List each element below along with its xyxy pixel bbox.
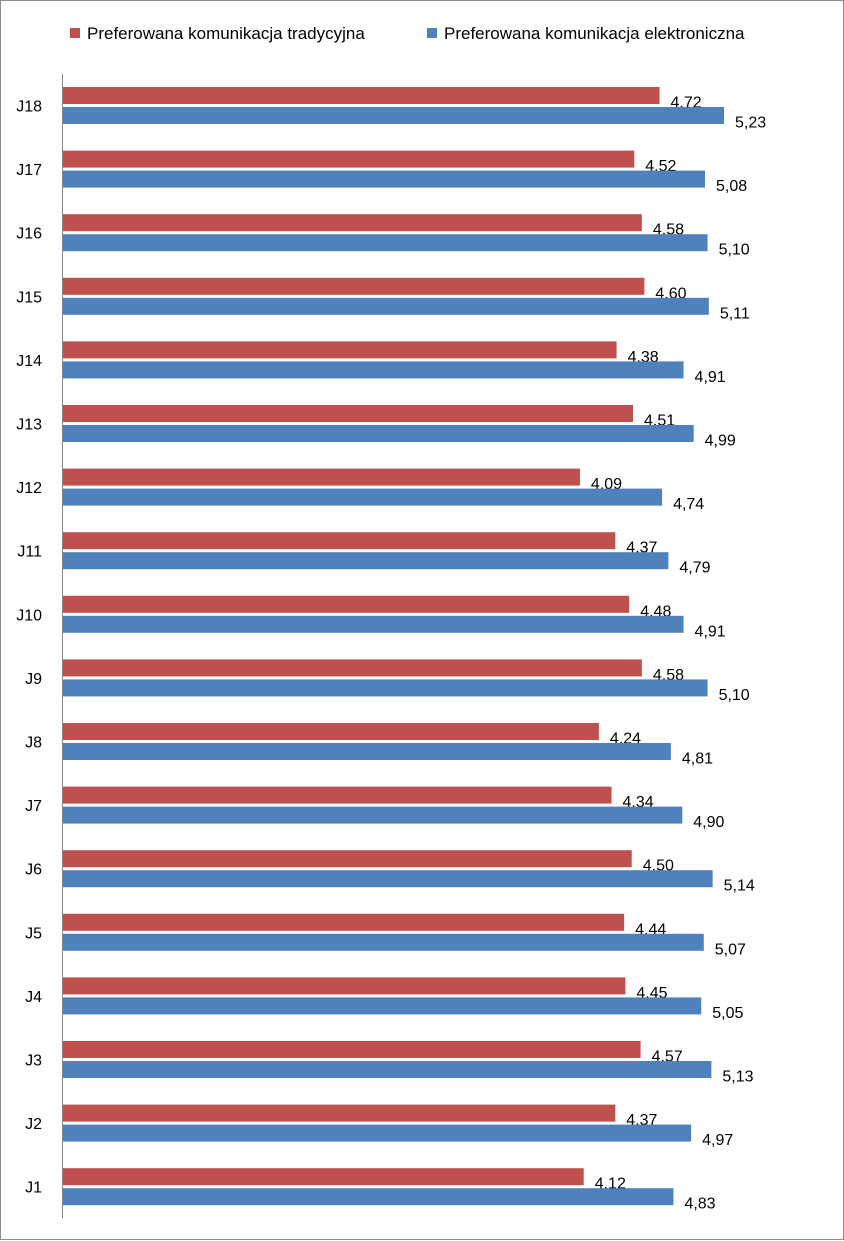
bar-j16-series-1: [63, 214, 642, 232]
data-label-j11-series-2: 4,79: [679, 560, 710, 577]
legend-label-series-1: Preferowana komunikacja tradycyjna: [87, 24, 365, 43]
data-label-j16-series-2: 5,10: [719, 242, 750, 259]
data-label-j12-series-2: 4,74: [673, 496, 704, 513]
data-label-j10-series-2: 4,91: [695, 623, 726, 640]
category-label-j11: J11: [17, 544, 42, 561]
category-label-j9: J9: [25, 671, 42, 688]
data-label-j13-series-2: 4,99: [705, 433, 736, 450]
bar-j7-series-2: [63, 806, 683, 824]
category-label-j3: J3: [25, 1053, 42, 1070]
data-label-j17-series-2: 5,08: [716, 178, 747, 195]
bar-j13-series-1: [63, 405, 634, 422]
legend-swatch-series-1: [70, 28, 80, 38]
bar-j11-series-1: [63, 532, 616, 550]
bar-j8-series-1: [63, 723, 599, 740]
legend: Preferowana komunikacja tradycyjna Prefer…: [70, 24, 745, 43]
bar-j7-series-1: [63, 786, 612, 804]
bar-j14-series-2: [63, 361, 684, 379]
category-label-j2: J2: [25, 1116, 42, 1133]
bar-j18-series-1: [63, 87, 660, 104]
category-label-j5: J5: [25, 925, 42, 942]
legend-label-series-2: Preferowana komunikacja elektroniczna: [444, 24, 745, 43]
category-label-j12: J12: [16, 480, 42, 497]
bar-j6-series-1: [63, 850, 632, 868]
bar-j5-series-2: [63, 933, 704, 951]
category-label-j6: J6: [25, 862, 42, 879]
bar-j12-series-1: [63, 468, 580, 486]
bar-j18-series-2: [63, 107, 724, 124]
category-label-j17: J17: [16, 162, 42, 179]
data-label-j8-series-2: 4,81: [682, 751, 713, 768]
bar-j13-series-2: [63, 425, 694, 442]
bar-j15-series-1: [63, 277, 645, 295]
data-label-j15-series-2: 5,11: [720, 305, 750, 322]
bar-j3-series-2: [63, 1061, 712, 1078]
bar-j1-series-2: [63, 1188, 674, 1206]
category-label-j10: J10: [16, 607, 42, 624]
bar-j12-series-2: [63, 488, 663, 506]
bar-j3-series-1: [63, 1041, 641, 1058]
category-label-j4: J4: [25, 989, 42, 1006]
category-label-j15: J15: [16, 289, 42, 306]
bar-j4-series-2: [63, 997, 702, 1015]
data-label-j6-series-2: 5,14: [724, 878, 755, 895]
bar-j17-series-1: [63, 150, 635, 168]
bar-j9-series-1: [63, 659, 642, 677]
data-label-j7-series-2: 4,90: [693, 814, 724, 831]
bar-j10-series-1: [63, 595, 630, 613]
data-label-j1-series-2: 4,83: [684, 1196, 715, 1213]
data-label-j4-series-2: 5,05: [712, 1005, 743, 1022]
data-label-j9-series-2: 5,10: [719, 687, 750, 704]
bar-j9-series-2: [63, 679, 708, 697]
data-label-j2-series-2: 4,97: [702, 1132, 733, 1149]
category-label-j8: J8: [25, 735, 42, 752]
bar-j5-series-1: [63, 913, 625, 931]
bar-j15-series-2: [63, 297, 709, 315]
bar-j16-series-2: [63, 234, 708, 252]
bar-j17-series-2: [63, 170, 706, 188]
data-label-j14-series-2: 4,91: [695, 369, 726, 386]
bar-j10-series-2: [63, 615, 684, 633]
bar-j6-series-2: [63, 870, 713, 888]
category-label-j16: J16: [16, 226, 42, 243]
category-label-j14: J14: [16, 353, 42, 370]
bar-j4-series-1: [63, 977, 626, 995]
data-label-j3-series-2: 5,13: [722, 1069, 753, 1086]
bar-j2-series-1: [63, 1104, 616, 1122]
legend-swatch-series-2: [427, 28, 437, 38]
bar-j2-series-2: [63, 1124, 692, 1142]
data-label-j18-series-2: 5,23: [735, 115, 766, 132]
category-label-j1: J1: [25, 1180, 42, 1197]
bar-j8-series-2: [63, 743, 671, 760]
bar-j11-series-2: [63, 552, 669, 570]
category-label-j7: J7: [25, 798, 42, 815]
category-label-j13: J13: [16, 417, 42, 434]
bar-j14-series-1: [63, 341, 617, 359]
category-label-j18: J18: [16, 99, 42, 116]
data-label-j5-series-2: 5,07: [715, 941, 746, 958]
bar-j1-series-1: [63, 1168, 584, 1186]
